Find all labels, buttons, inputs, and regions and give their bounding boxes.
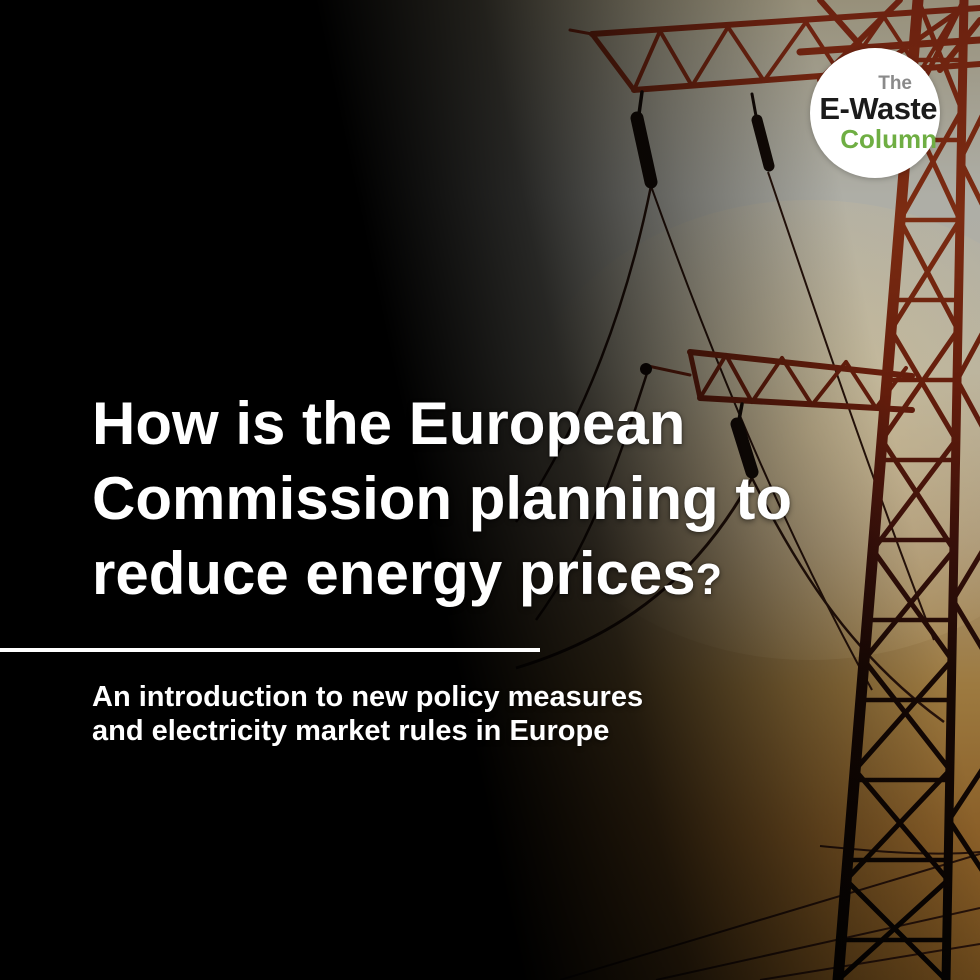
divider-rule	[0, 648, 540, 652]
logo-text-column: Column	[840, 123, 937, 154]
headline-line-2: Commission planning to	[92, 465, 792, 532]
headline-question-mark: ?	[695, 556, 723, 604]
subtitle-line-2: and electricity market rules in Europe	[92, 715, 610, 747]
logo-text-ewaste: E-Waste	[819, 91, 937, 127]
logo-badge: The E-Waste Column	[810, 48, 940, 178]
headline: How is the European Commission planning …	[92, 386, 872, 618]
logo-text-the: The	[878, 72, 912, 94]
headline-line-1: How is the European	[92, 390, 686, 457]
subtitle: An introduction to new policy measures a…	[92, 680, 812, 748]
headline-line-3-text: reduce energy prices	[92, 540, 696, 607]
subtitle-line-1: An introduction to new policy measures	[92, 681, 644, 713]
headline-line-3: reduce energy prices?	[92, 536, 872, 618]
